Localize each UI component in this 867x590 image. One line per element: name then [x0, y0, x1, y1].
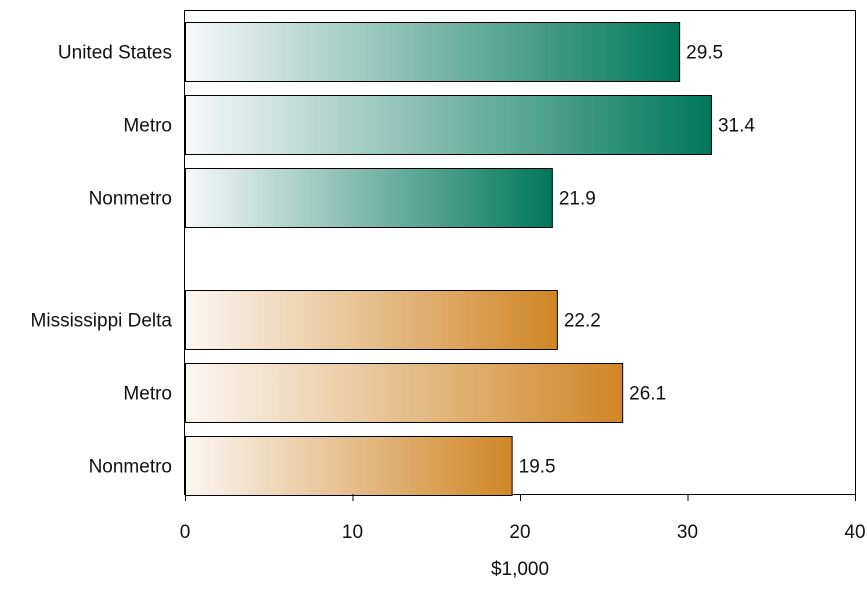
x-axis-title: $1,000: [491, 559, 549, 580]
x-tick-label: 30: [677, 522, 698, 543]
bar: [185, 290, 558, 350]
bar: [185, 22, 681, 82]
labels-layer: United States 29.5 Metro 31.4 Nonmetro 21.9 Mi…: [31, 43, 756, 478]
bars-layer: [185, 22, 712, 496]
bar: [185, 95, 712, 155]
value-label: 22.2: [564, 311, 601, 332]
value-label: 31.4: [718, 116, 755, 137]
category-label: Metro: [123, 384, 172, 405]
category-label: Nonmetro: [89, 457, 172, 478]
bar: [185, 168, 553, 228]
value-label: 21.9: [559, 189, 596, 210]
bar: [185, 363, 624, 423]
category-label: United States: [58, 43, 172, 64]
x-tick-label: 10: [342, 522, 363, 543]
x-tick-label: 0: [180, 522, 191, 543]
category-label: Nonmetro: [89, 189, 172, 210]
value-label: 19.5: [519, 457, 556, 478]
x-axis: 0 10 20 30 40: [180, 494, 866, 543]
value-label: 29.5: [686, 43, 723, 64]
x-tick-label: 20: [509, 522, 530, 543]
category-label: Metro: [123, 116, 172, 137]
category-label: Mississippi Delta: [31, 311, 173, 332]
value-label: 26.1: [629, 384, 666, 405]
bar: [185, 436, 513, 496]
x-tick-label: 40: [844, 522, 865, 543]
